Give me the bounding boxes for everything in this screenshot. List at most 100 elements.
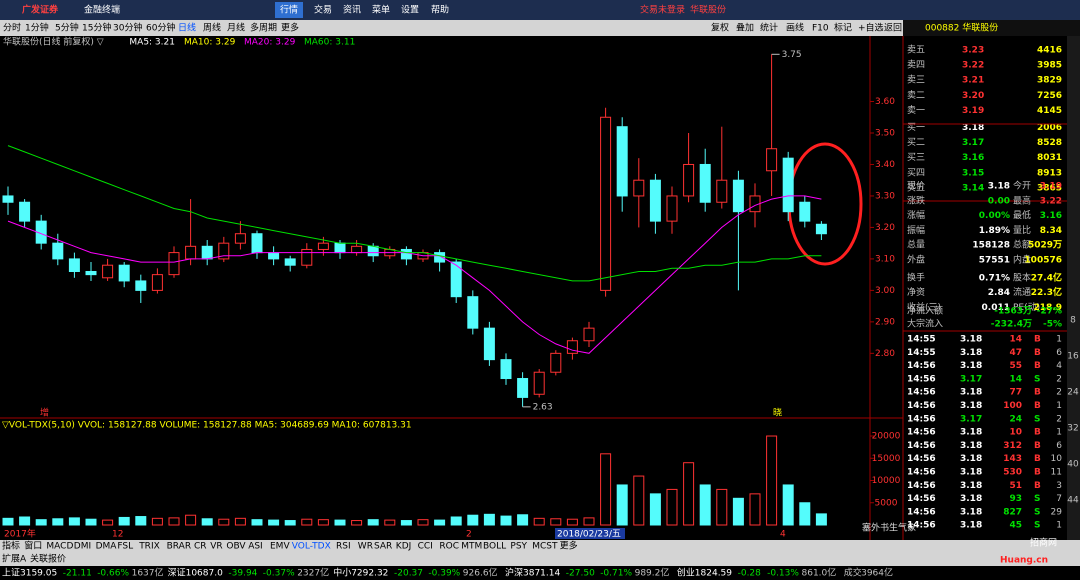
candle-body — [135, 280, 147, 291]
indicator-tab[interactable]: EMV — [270, 542, 290, 552]
y-tick-label: 3.40 — [875, 160, 895, 170]
period-bar — [0, 20, 903, 36]
indicator-tab[interactable]: CR — [194, 542, 207, 552]
menu-item[interactable]: 交易 — [314, 4, 332, 16]
indicator-tab[interactable]: MACD — [46, 542, 73, 552]
menu-item[interactable]: 行情 — [280, 4, 298, 16]
status-item: -21.11 — [63, 569, 92, 579]
indicator-tab[interactable]: VR — [210, 542, 222, 552]
trade-price: 3.18 — [960, 428, 982, 438]
candle-body — [52, 242, 64, 260]
trade-count: 1 — [1056, 521, 1062, 531]
tool-button[interactable]: 返回 — [884, 22, 902, 34]
indicator-tab[interactable]: CCI — [418, 542, 433, 552]
indicator-tab[interactable]: MTM — [461, 542, 482, 552]
tool-button[interactable]: 画线 — [786, 22, 804, 34]
candle-body — [400, 248, 412, 260]
candle-body — [351, 245, 363, 254]
flow-pct: -5% — [1043, 320, 1062, 330]
indicator-tab[interactable]: ASI — [248, 542, 263, 552]
tool-button[interactable]: 复权 — [711, 22, 729, 34]
stat-value: 5029万 — [1028, 240, 1062, 251]
indicator-tab[interactable]: ROC — [439, 542, 459, 552]
sheet-tab[interactable]: 扩展A — [2, 553, 27, 565]
trade-time: 14:56 — [907, 494, 936, 504]
indicator-tab[interactable]: DMA — [96, 542, 118, 552]
stat-label: 股本 — [1013, 271, 1031, 283]
trade-count: 1 — [1056, 401, 1062, 411]
sheet-tab[interactable]: 关联报价 — [30, 553, 66, 565]
tool-button[interactable]: +自选 — [858, 22, 884, 34]
volume-bar — [417, 519, 429, 526]
tool-button[interactable]: 统计 — [760, 22, 778, 34]
period-tab[interactable]: 日线 — [178, 22, 196, 34]
menu-item[interactable]: 菜单 — [372, 4, 390, 16]
indicator-tab[interactable]: PSY — [510, 542, 527, 552]
tool-button[interactable]: 标记 — [834, 22, 852, 34]
indicator-tab[interactable]: RSI — [336, 542, 351, 552]
stat-value: 3.19 — [1040, 182, 1062, 192]
indicator-tab[interactable]: MCST — [532, 542, 558, 552]
indicator-tab[interactable]: DMI — [74, 542, 91, 552]
candle-body — [533, 371, 545, 395]
status-item: 上证3159.05 — [2, 568, 57, 579]
volume-bar — [384, 519, 396, 526]
stat-label: 净资 — [907, 286, 925, 298]
status-item: 989.2亿 — [635, 567, 670, 579]
period-tab[interactable]: 月线 — [227, 22, 245, 34]
indicator-tab[interactable]: SAR — [374, 542, 392, 552]
trade-time: 14:56 — [907, 481, 936, 491]
volume-bar — [782, 484, 794, 526]
tool-button[interactable]: 叠加 — [736, 23, 754, 34]
trade-side: B — [1034, 335, 1041, 345]
volume-bar — [151, 517, 163, 526]
candle-body — [699, 163, 711, 203]
status-item: 2327亿 — [297, 567, 329, 579]
candle-body — [716, 179, 728, 203]
book-label: 卖二 — [907, 90, 925, 101]
book-volume: 3985 — [1037, 61, 1062, 71]
volume-bar — [583, 517, 595, 526]
book-volume: 4416 — [1037, 46, 1062, 56]
candle-body — [284, 258, 296, 266]
period-tab[interactable]: 60分钟 — [146, 22, 175, 34]
candle-body — [367, 245, 379, 257]
trade-count: 6 — [1056, 441, 1062, 451]
volume-bar — [334, 519, 346, 526]
indicator-tab[interactable]: BOLL — [483, 542, 506, 552]
volume-bar — [218, 518, 230, 526]
period-tab[interactable]: 分时 — [3, 22, 21, 34]
indicator-tab[interactable]: FSL — [117, 542, 133, 552]
trade-volume: 51 — [1009, 481, 1022, 491]
indicator-tab[interactable]: BRAR — [167, 542, 191, 552]
period-tab[interactable]: 5分钟 — [55, 22, 79, 34]
indicator-tab[interactable]: 指标 — [2, 540, 20, 552]
indicator-tab[interactable]: TRIX — [138, 542, 160, 552]
period-tab[interactable]: 15分钟 — [82, 22, 111, 34]
menu-item[interactable]: 帮助 — [431, 4, 449, 16]
indicator-tab[interactable]: 窗口 — [24, 540, 42, 552]
v-tick-label: 5000 — [875, 498, 898, 508]
indicator-tab[interactable]: WR — [358, 542, 373, 552]
period-tab[interactable]: 周线 — [203, 22, 221, 34]
period-tab[interactable]: 1分钟 — [25, 22, 49, 34]
indicator-tab[interactable]: VOL-TDX — [292, 542, 331, 552]
menu-item[interactable]: 设置 — [401, 5, 419, 16]
stat-value: 1.89% — [979, 226, 1010, 236]
quote-header-bg — [903, 20, 1080, 36]
period-tab[interactable]: 多周期 — [250, 22, 277, 34]
indicator-tab[interactable]: 更多 — [560, 540, 578, 552]
y-tick-label: 2.90 — [875, 317, 895, 327]
volume-bar — [35, 519, 47, 526]
status-bar — [0, 566, 1080, 580]
period-tab[interactable]: 更多 — [281, 22, 299, 34]
indicator-tab[interactable]: OBV — [226, 542, 246, 552]
trade-time: 14:56 — [907, 414, 936, 424]
menu-item[interactable]: 资讯 — [343, 5, 361, 16]
trade-count: 2 — [1056, 388, 1062, 398]
tool-button[interactable]: F10 — [812, 24, 829, 34]
period-tab[interactable]: 30分钟 — [113, 22, 142, 34]
volume-bar — [749, 493, 761, 526]
book-label: 买一 — [907, 122, 925, 133]
indicator-tab[interactable]: KDJ — [396, 542, 412, 552]
